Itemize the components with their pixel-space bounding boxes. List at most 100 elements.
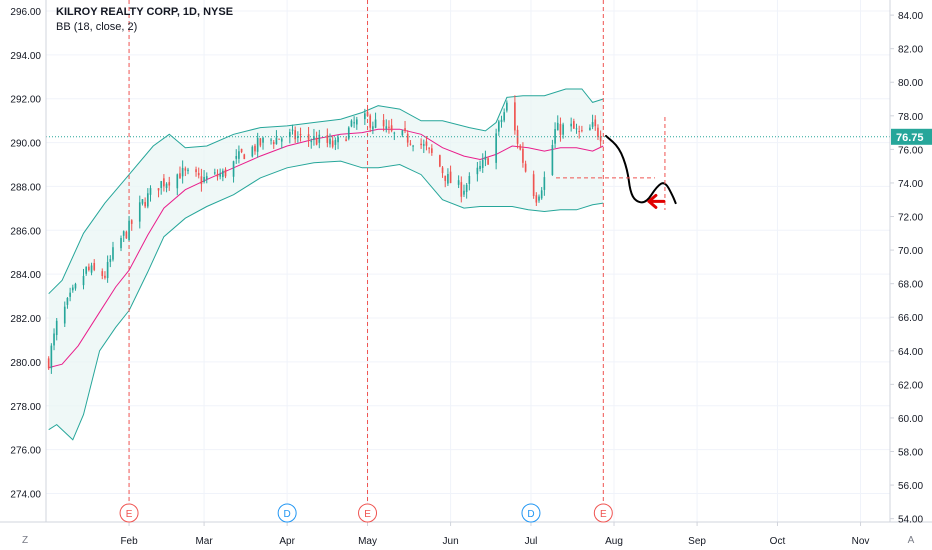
candle-body[interactable]: [104, 275, 106, 278]
candle-body[interactable]: [543, 177, 546, 190]
candle-body[interactable]: [106, 261, 109, 279]
candle-body[interactable]: [591, 122, 594, 127]
earnings-marker[interactable]: E: [358, 503, 378, 523]
candle-body[interactable]: [334, 140, 337, 145]
candle-body[interactable]: [101, 271, 104, 276]
candle-body[interactable]: [149, 188, 152, 195]
candle-body[interactable]: [88, 266, 90, 271]
candle-body[interactable]: [85, 266, 88, 274]
candle-body[interactable]: [554, 129, 556, 144]
candle-body[interactable]: [337, 137, 339, 143]
candle-body[interactable]: [138, 202, 141, 222]
candle-body[interactable]: [535, 195, 538, 203]
candle-body[interactable]: [270, 139, 272, 141]
candle-body[interactable]: [216, 174, 219, 177]
candle-body[interactable]: [66, 297, 69, 305]
chart-title[interactable]: KILROY REALTY CORP, 1D, NYSE: [56, 6, 234, 18]
candle-body[interactable]: [307, 134, 310, 140]
candle-body[interactable]: [294, 130, 297, 140]
candle-body[interactable]: [540, 190, 543, 199]
dividend-marker[interactable]: D: [277, 503, 297, 523]
candle-body[interactable]: [366, 111, 369, 117]
candle-body[interactable]: [310, 141, 313, 143]
candle-body[interactable]: [506, 102, 508, 111]
candle-body[interactable]: [514, 102, 516, 131]
candle-body[interactable]: [404, 128, 406, 131]
candle-body[interactable]: [315, 137, 318, 145]
candle-body[interactable]: [594, 119, 597, 127]
candle-body[interactable]: [278, 138, 280, 140]
candle-body[interactable]: [195, 169, 197, 173]
candle-body[interactable]: [146, 193, 149, 207]
candle-body[interactable]: [355, 119, 358, 125]
candle-body[interactable]: [393, 132, 396, 134]
candle-body[interactable]: [329, 138, 331, 145]
candle-body[interactable]: [141, 199, 144, 204]
candle-body[interactable]: [449, 171, 452, 184]
candle-body[interactable]: [519, 145, 522, 150]
left-arrow-icon[interactable]: [647, 193, 666, 209]
candle-body[interactable]: [262, 137, 264, 143]
bollinger-lower-band[interactable]: [48, 160, 604, 441]
candle-body[interactable]: [388, 126, 390, 128]
candle-body[interactable]: [463, 190, 465, 195]
candle-body[interactable]: [213, 172, 216, 174]
candle-body[interactable]: [125, 231, 128, 239]
candle-body[interactable]: [297, 136, 299, 138]
candle-body[interactable]: [69, 292, 71, 297]
candle-body[interactable]: [468, 176, 471, 184]
candle-body[interactable]: [497, 121, 500, 132]
candle-body[interactable]: [559, 123, 562, 135]
candle-body[interactable]: [364, 113, 366, 120]
candle-body[interactable]: [160, 181, 163, 188]
candle-body[interactable]: [524, 163, 527, 172]
dividend-marker[interactable]: D: [521, 503, 541, 523]
bollinger-upper-band[interactable]: [48, 88, 604, 295]
candle-body[interactable]: [163, 178, 165, 187]
candle-body[interactable]: [570, 123, 572, 127]
candle-body[interactable]: [538, 196, 540, 201]
candle-body[interactable]: [122, 231, 125, 236]
candle-body[interactable]: [487, 158, 489, 165]
candle-body[interactable]: [589, 127, 591, 131]
candle-body[interactable]: [235, 156, 238, 159]
candle-body[interactable]: [280, 138, 283, 142]
candle-body[interactable]: [63, 306, 66, 324]
candle-body[interactable]: [476, 167, 479, 175]
candle-body[interactable]: [420, 143, 422, 146]
candle-body[interactable]: [326, 135, 329, 143]
candle-body[interactable]: [224, 169, 227, 177]
candle-body[interactable]: [495, 133, 497, 163]
candle-body[interactable]: [299, 134, 302, 136]
candle-body[interactable]: [353, 122, 355, 124]
candle-body[interactable]: [457, 180, 460, 185]
candle-body[interactable]: [176, 174, 179, 189]
candle-body[interactable]: [460, 182, 463, 197]
candle-body[interactable]: [575, 128, 578, 130]
candle-body[interactable]: [481, 159, 484, 168]
candle-body[interactable]: [55, 320, 58, 336]
candle-body[interactable]: [406, 133, 409, 143]
candle-body[interactable]: [522, 148, 524, 163]
candle-body[interactable]: [412, 145, 414, 147]
candle-body[interactable]: [71, 287, 74, 291]
candle-body[interactable]: [532, 174, 535, 196]
candle-body[interactable]: [484, 156, 487, 160]
candle-body[interactable]: [318, 134, 321, 143]
candle-body[interactable]: [109, 258, 112, 262]
candle-body[interactable]: [232, 161, 235, 177]
candle-body[interactable]: [345, 139, 347, 142]
candle-body[interactable]: [599, 136, 602, 142]
candle-body[interactable]: [272, 142, 275, 145]
candle-body[interactable]: [184, 168, 187, 171]
candle-body[interactable]: [240, 148, 243, 153]
candle-body[interactable]: [144, 202, 146, 207]
candle-body[interactable]: [165, 183, 168, 189]
candle-body[interactable]: [243, 154, 246, 160]
candle-body[interactable]: [288, 132, 291, 137]
candle-body[interactable]: [597, 127, 599, 137]
candle-body[interactable]: [112, 247, 114, 260]
candle-body[interactable]: [385, 126, 388, 129]
candle-body[interactable]: [551, 145, 554, 175]
candle-body[interactable]: [331, 140, 334, 147]
